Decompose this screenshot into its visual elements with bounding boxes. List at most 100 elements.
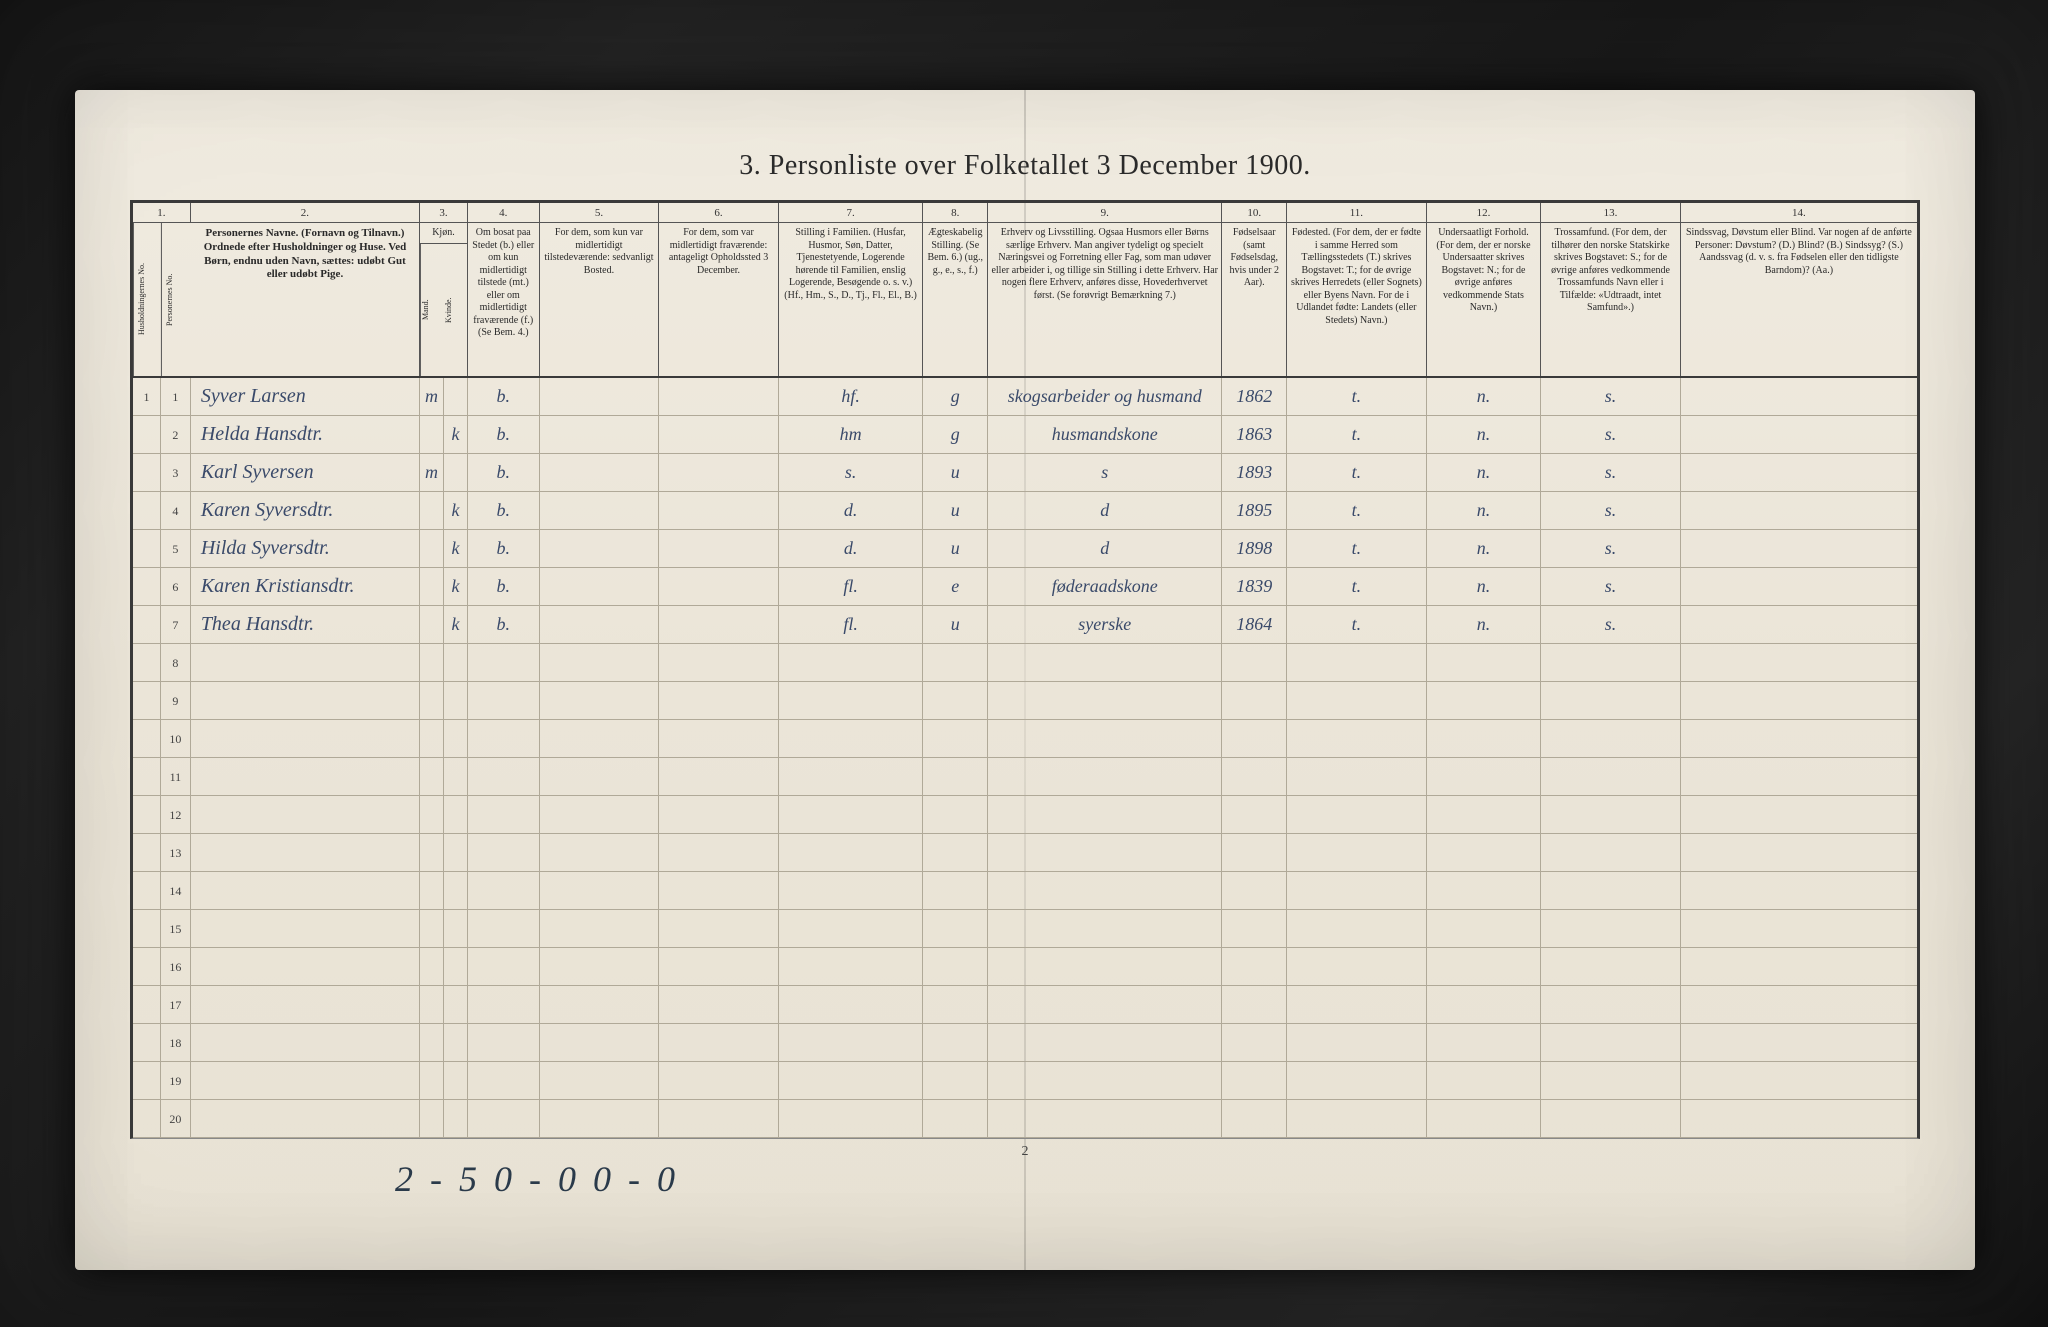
table-cell: 3 bbox=[161, 454, 191, 491]
table-cell bbox=[133, 796, 161, 833]
table-cell: 18 bbox=[161, 1024, 191, 1061]
table-cell: 13 bbox=[161, 834, 191, 871]
table-cell: 1863 bbox=[1222, 416, 1287, 453]
table-cell: g bbox=[923, 378, 988, 415]
table-cell bbox=[540, 530, 660, 567]
table-cell bbox=[191, 1024, 420, 1061]
table-row-blank: 13 bbox=[133, 834, 1917, 872]
table-cell bbox=[133, 454, 161, 491]
table-cell bbox=[659, 720, 779, 757]
table-cell bbox=[1222, 644, 1287, 681]
table-cell bbox=[444, 1024, 468, 1061]
table-cell bbox=[988, 1100, 1222, 1137]
table-cell bbox=[659, 1100, 779, 1137]
table-cell bbox=[540, 378, 660, 415]
table-cell: n. bbox=[1427, 492, 1542, 529]
table-cell bbox=[468, 872, 540, 909]
table-cell: t. bbox=[1287, 454, 1427, 491]
table-cell bbox=[1541, 720, 1681, 757]
table-cell bbox=[1541, 758, 1681, 795]
table-cell bbox=[1681, 910, 1917, 947]
table-cell bbox=[420, 948, 444, 985]
table-row: 2Helda Hansdtr.kb.hmghusmandskone1863t.n… bbox=[133, 416, 1917, 454]
table-cell: t. bbox=[1287, 378, 1427, 415]
table-cell bbox=[133, 416, 161, 453]
table-cell: 1893 bbox=[1222, 454, 1287, 491]
table-cell bbox=[923, 948, 988, 985]
table-cell: b. bbox=[468, 378, 540, 415]
table-cell bbox=[779, 834, 924, 871]
table-cell: t. bbox=[1287, 530, 1427, 567]
table-cell bbox=[444, 796, 468, 833]
table-cell: b. bbox=[468, 530, 540, 567]
table-cell bbox=[1681, 758, 1917, 795]
table-cell bbox=[1681, 1100, 1917, 1137]
table-cell bbox=[191, 682, 420, 719]
colnum-8: 8. bbox=[923, 203, 988, 222]
table-cell bbox=[133, 492, 161, 529]
table-cell: Karen Syversdtr. bbox=[191, 492, 420, 529]
table-cell bbox=[923, 1024, 988, 1061]
table-cell: u bbox=[923, 530, 988, 567]
table-cell: Syver Larsen bbox=[191, 378, 420, 415]
table-cell: n. bbox=[1427, 568, 1542, 605]
table-cell bbox=[988, 644, 1222, 681]
table-cell bbox=[540, 644, 660, 681]
table-row-blank: 12 bbox=[133, 796, 1917, 834]
table-row: 6Karen Kristiansdtr.kb.fl.eføderaadskone… bbox=[133, 568, 1917, 606]
table-cell bbox=[468, 758, 540, 795]
colnum-6: 6. bbox=[659, 203, 779, 222]
table-cell bbox=[1541, 948, 1681, 985]
table-cell: 14 bbox=[161, 872, 191, 909]
table-row: 5Hilda Syversdtr.kb.d.ud1898t.n.s. bbox=[133, 530, 1917, 568]
table-cell bbox=[133, 1100, 161, 1137]
table-cell bbox=[191, 1062, 420, 1099]
table-cell: 4 bbox=[161, 492, 191, 529]
table-cell: b. bbox=[468, 454, 540, 491]
table-cell bbox=[1681, 834, 1917, 871]
header-religion: Trossamfund. (For dem, der tilhører den … bbox=[1541, 223, 1681, 376]
table-cell: 9 bbox=[161, 682, 191, 719]
table-cell bbox=[988, 872, 1222, 909]
table-cell bbox=[1681, 986, 1917, 1023]
table-cell bbox=[923, 758, 988, 795]
table-cell: Karl Syversen bbox=[191, 454, 420, 491]
table-body: 11Syver Larsenmb.hf.gskogsarbeider og hu… bbox=[133, 378, 1917, 1138]
table-header-row: Husholdningernes No. Personernes No. Per… bbox=[133, 223, 1917, 378]
table-cell bbox=[779, 986, 924, 1023]
table-cell: m bbox=[420, 454, 444, 491]
table-cell: Thea Hansdtr. bbox=[191, 606, 420, 643]
table-cell bbox=[779, 1062, 924, 1099]
table-cell bbox=[191, 910, 420, 947]
table-cell: 1895 bbox=[1222, 492, 1287, 529]
table-cell bbox=[191, 834, 420, 871]
table-cell bbox=[1427, 948, 1542, 985]
table-cell: d bbox=[988, 530, 1222, 567]
header-temp-present: For dem, som kun var midlertidigt tilste… bbox=[540, 223, 660, 376]
table-cell bbox=[420, 1100, 444, 1137]
table-cell bbox=[1287, 872, 1427, 909]
table-cell bbox=[1541, 682, 1681, 719]
table-row-blank: 15 bbox=[133, 910, 1917, 948]
table-cell bbox=[1681, 872, 1917, 909]
table-cell: s bbox=[988, 454, 1222, 491]
table-cell: 15 bbox=[161, 910, 191, 947]
table-cell bbox=[444, 758, 468, 795]
table-cell bbox=[1541, 986, 1681, 1023]
table-cell bbox=[1427, 758, 1542, 795]
table-cell: b. bbox=[468, 568, 540, 605]
table-cell bbox=[988, 758, 1222, 795]
table-cell bbox=[659, 1024, 779, 1061]
table-cell bbox=[540, 492, 660, 529]
table-cell: t. bbox=[1287, 492, 1427, 529]
table-cell bbox=[133, 986, 161, 1023]
table-cell bbox=[420, 758, 444, 795]
table-cell bbox=[444, 910, 468, 947]
table-cell: 17 bbox=[161, 986, 191, 1023]
table-row: 4Karen Syversdtr.kb.d.ud1895t.n.s. bbox=[133, 492, 1917, 530]
table-cell bbox=[1427, 986, 1542, 1023]
table-cell bbox=[659, 986, 779, 1023]
table-cell: 12 bbox=[161, 796, 191, 833]
table-cell: b. bbox=[468, 492, 540, 529]
table-cell bbox=[468, 1024, 540, 1061]
